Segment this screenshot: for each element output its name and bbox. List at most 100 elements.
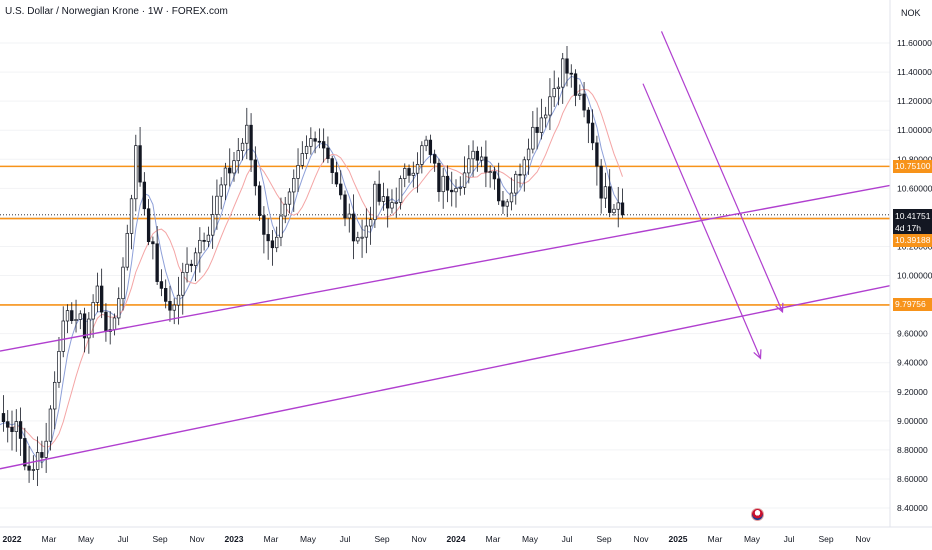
candle <box>321 128 326 163</box>
candle <box>279 197 283 247</box>
currency-label: NOK <box>901 8 921 18</box>
candle-body <box>620 202 625 216</box>
candle-body <box>206 234 211 242</box>
candle <box>552 70 556 107</box>
candle-body <box>450 189 454 193</box>
candle <box>462 156 467 195</box>
candle-body <box>296 165 300 179</box>
x-tick-label: Nov <box>633 534 649 544</box>
candle <box>223 162 228 201</box>
candle <box>18 407 23 456</box>
candle-body <box>552 88 556 98</box>
x-tick-label: Jul <box>784 534 795 544</box>
candle <box>475 146 480 172</box>
candle-body <box>479 156 484 161</box>
candle-body <box>518 173 522 176</box>
candle <box>257 181 262 221</box>
candle-body <box>471 150 475 160</box>
x-tick-label: Nov <box>189 534 205 544</box>
candle-body <box>586 109 591 124</box>
current-price-tag: 10.41751 4d 17h <box>893 209 932 234</box>
candle-body <box>223 167 228 186</box>
candle-body <box>309 138 313 147</box>
x-tick-label: 2023 <box>225 534 244 544</box>
candle-body <box>475 150 480 161</box>
candle-body <box>300 153 304 166</box>
candle <box>368 206 373 245</box>
candle-body <box>411 172 415 176</box>
candle <box>569 64 573 88</box>
candle <box>219 177 223 210</box>
candle <box>249 113 253 173</box>
candle-body <box>176 294 181 306</box>
candle <box>275 226 279 253</box>
candle <box>326 136 330 164</box>
candle-body <box>599 165 603 199</box>
candle-body <box>304 145 309 154</box>
candle-body <box>556 86 561 89</box>
candle-body <box>138 145 142 183</box>
y-tick-label: 8.40000 <box>897 503 928 513</box>
y-tick-label: 11.00000 <box>897 125 932 135</box>
candle-body <box>23 438 27 467</box>
candle-body <box>159 281 164 289</box>
candle-body <box>262 215 266 235</box>
candle-body <box>360 236 364 239</box>
candle <box>309 127 313 155</box>
candle-body <box>492 171 497 180</box>
candle <box>240 138 245 161</box>
candle-body <box>543 114 548 119</box>
candle-body <box>287 191 292 205</box>
candle-body <box>467 158 471 174</box>
candle-body <box>578 93 582 96</box>
candle-body <box>189 263 193 266</box>
candle <box>586 107 591 144</box>
candle <box>398 175 403 210</box>
candle-body <box>112 317 117 330</box>
candle <box>61 306 65 358</box>
candle-body <box>10 426 14 432</box>
candle-body <box>407 168 411 176</box>
candle-body <box>279 215 283 238</box>
candle <box>57 336 61 388</box>
candle-body <box>228 167 232 174</box>
candle <box>70 302 74 324</box>
candle <box>573 69 578 107</box>
candle-body <box>6 421 10 428</box>
candle <box>176 276 181 325</box>
candle <box>262 206 266 254</box>
candle <box>497 162 501 205</box>
x-tick-label: Sep <box>818 534 833 544</box>
candle <box>159 269 164 297</box>
candle <box>164 279 168 309</box>
candle-body <box>198 239 202 254</box>
x-tick-label: May <box>744 534 761 544</box>
candle-body <box>347 213 351 219</box>
candle-body <box>377 183 381 202</box>
y-tick-label: 11.60000 <box>897 38 932 48</box>
candle-body <box>381 196 386 202</box>
candle <box>138 127 142 187</box>
candle <box>99 268 104 319</box>
candle <box>27 446 31 483</box>
trendlines <box>0 31 891 470</box>
candle <box>548 78 552 131</box>
candle-body <box>612 208 616 213</box>
candle-body <box>215 195 219 215</box>
candle-body <box>509 192 514 203</box>
candle-body <box>70 310 74 321</box>
y-tick-label: 11.20000 <box>897 96 932 106</box>
us-flag-icon[interactable] <box>751 508 764 521</box>
candle-body <box>569 72 573 75</box>
candle <box>245 107 249 160</box>
candle <box>198 227 202 273</box>
candle <box>236 138 240 174</box>
x-tick-label: May <box>522 534 539 544</box>
candle-body <box>155 243 159 282</box>
candle-body <box>608 186 612 213</box>
candle-body <box>351 213 356 242</box>
candle-body <box>368 219 373 227</box>
x-tick-label: Jul <box>118 534 129 544</box>
candle <box>31 455 36 480</box>
